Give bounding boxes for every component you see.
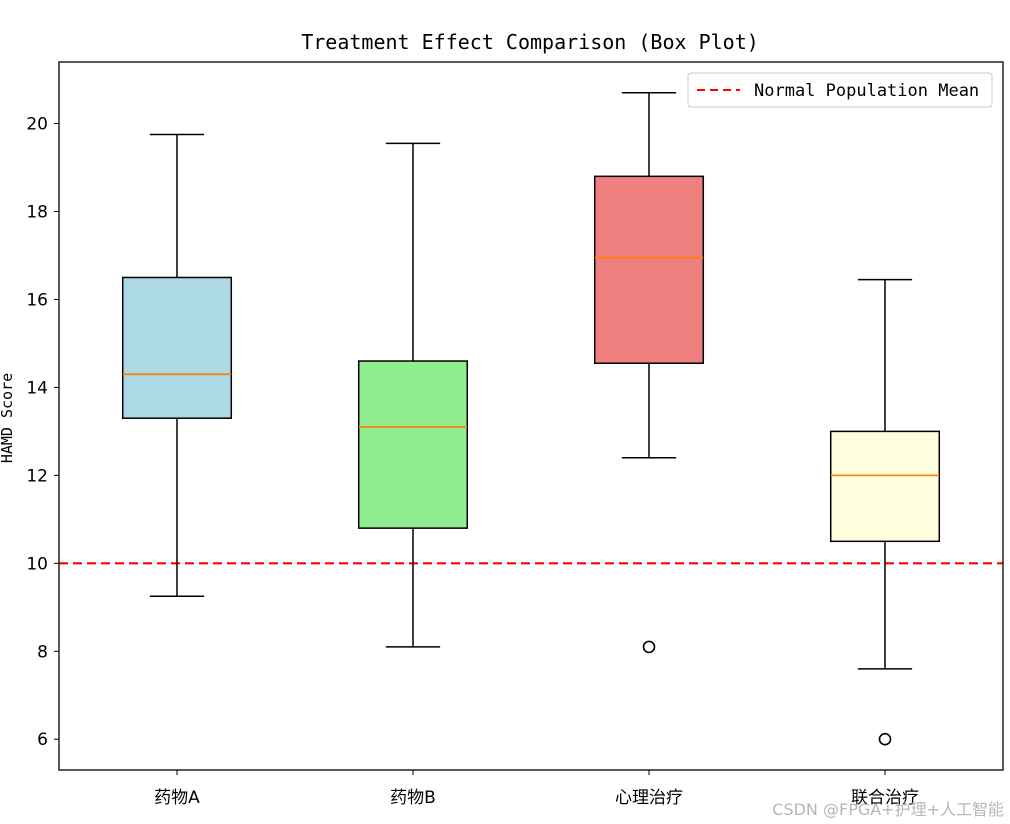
plot-frame xyxy=(58,61,1004,771)
x-tick-label-3: 心理治疗 xyxy=(615,788,683,808)
y-tick-label-2: 8 xyxy=(37,642,48,662)
x-tick-label-1: 药物A xyxy=(154,788,200,808)
box-3-outlier-1 xyxy=(642,640,656,654)
y-tick-label-1: 6 xyxy=(37,730,48,750)
x-tick-label-2: 药物B xyxy=(390,788,436,808)
y-tick-label-4: 12 xyxy=(26,466,48,486)
y-tick-label-5: 14 xyxy=(26,378,48,398)
watermark: CSDN @FPGA+护理+人工智能 xyxy=(772,800,1004,819)
y-tick-label-8: 20 xyxy=(26,115,48,135)
legend-frame xyxy=(687,72,993,108)
box-2-iqr-box xyxy=(357,360,469,529)
box-1-iqr-box xyxy=(121,276,233,419)
box-3-iqr-box xyxy=(593,175,705,364)
y-axis-label: HAMD Score xyxy=(0,373,16,463)
legend: Normal Population Mean xyxy=(687,72,993,108)
chart-title: Treatment Effect Comparison (Box Plot) xyxy=(301,30,759,54)
y-tick-label-3: 10 xyxy=(26,554,48,574)
y-tick-label-7: 18 xyxy=(26,203,48,223)
box-4-iqr-box xyxy=(829,430,941,543)
x-tick-label-4: 联合治疗 xyxy=(851,788,919,808)
plot-area: 药物A 药物B 心理治疗 联合治疗 6 8 10 12 14 16 18 20 xyxy=(26,61,1004,808)
box-4-outlier-1 xyxy=(878,732,892,746)
y-tick-label-6: 16 xyxy=(26,290,48,310)
legend-label-reference: Normal Population Mean xyxy=(754,81,979,101)
